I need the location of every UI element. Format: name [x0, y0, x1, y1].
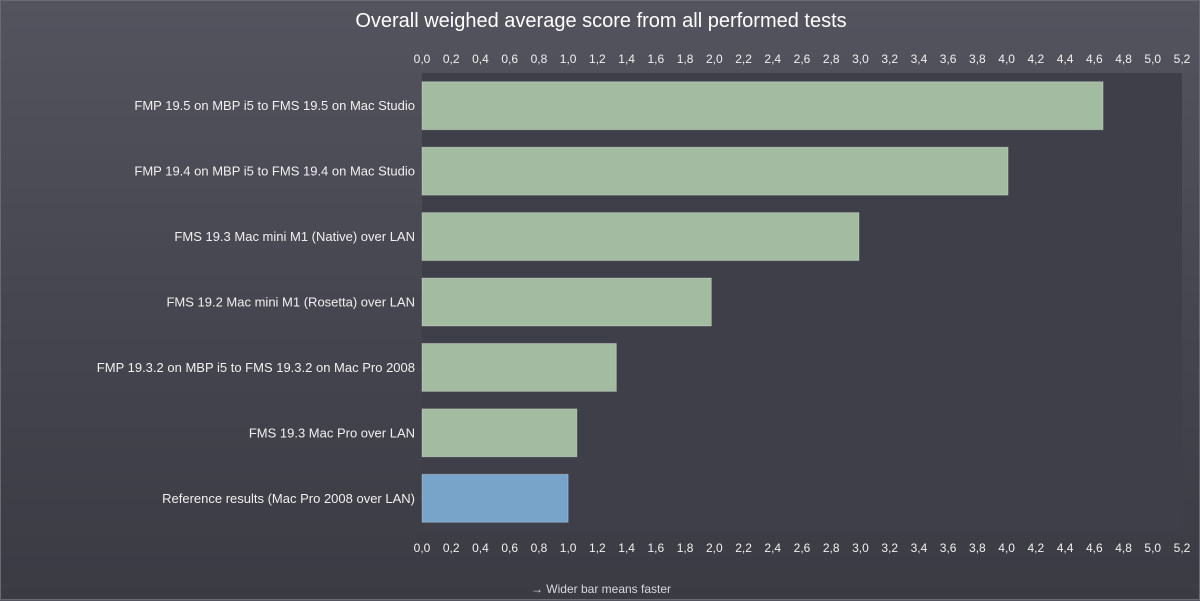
chart-footnote: → Wider bar means faster — [530, 582, 672, 596]
category-label: FMP 19.5 on MBP i5 to FMS 19.5 on Mac St… — [134, 98, 415, 113]
x-tick-label-bottom: 4,0 — [998, 541, 1015, 555]
x-tick-label-bottom: 2,0 — [706, 541, 723, 555]
x-tick-label-bottom: 4,8 — [1115, 541, 1132, 555]
bar — [421, 212, 860, 262]
x-tick-label-bottom: 1,8 — [677, 541, 694, 555]
bar — [421, 473, 569, 523]
x-tick-label-top: 0,2 — [443, 52, 460, 66]
bar — [421, 81, 1104, 131]
x-tick-label-top: 4,6 — [1086, 52, 1103, 66]
x-tick-label-bottom: 1,2 — [589, 541, 606, 555]
x-tick-label-bottom: 5,2 — [1174, 541, 1191, 555]
x-tick-label-bottom: 0,8 — [531, 541, 548, 555]
x-tick-label-top: 0,6 — [501, 52, 518, 66]
x-tick-label-top: 4,0 — [998, 52, 1015, 66]
x-tick-label-bottom: 2,6 — [794, 541, 811, 555]
x-tick-label-top: 2,8 — [823, 52, 840, 66]
x-tick-label-top: 2,6 — [794, 52, 811, 66]
x-tick-label-top: 3,2 — [881, 52, 898, 66]
x-tick-label-top: 2,4 — [764, 52, 781, 66]
x-tick-label-bottom: 2,2 — [735, 541, 752, 555]
x-tick-label-top: 1,0 — [560, 52, 577, 66]
x-tick-label-top: 0,0 — [414, 52, 431, 66]
x-tick-label-bottom: 1,0 — [560, 541, 577, 555]
chart-title: Overall weighed average score from all p… — [355, 10, 847, 32]
x-tick-label-top: 1,4 — [618, 52, 635, 66]
bar — [421, 408, 578, 458]
x-tick-label-bottom: 0,0 — [414, 541, 431, 555]
x-tick-label-bottom: 5,0 — [1144, 541, 1161, 555]
x-tick-label-top: 0,8 — [531, 52, 548, 66]
x-tick-label-top: 5,0 — [1144, 52, 1161, 66]
x-tick-label-top: 4,8 — [1115, 52, 1132, 66]
x-tick-label-top: 1,8 — [677, 52, 694, 66]
x-tick-label-top: 0,4 — [472, 52, 489, 66]
x-tick-label-bottom: 3,2 — [881, 541, 898, 555]
x-tick-label-top: 5,2 — [1174, 52, 1191, 66]
x-tick-label-bottom: 0,6 — [501, 541, 518, 555]
x-tick-label-bottom: 3,8 — [969, 541, 986, 555]
x-tick-label-top: 3,6 — [940, 52, 957, 66]
x-tick-label-bottom: 4,4 — [1057, 541, 1074, 555]
category-label: FMP 19.3.2 on MBP i5 to FMS 19.3.2 on Ma… — [97, 360, 415, 375]
x-tick-label-top: 2,2 — [735, 52, 752, 66]
x-tick-label-bottom: 2,8 — [823, 541, 840, 555]
category-label: FMS 19.2 Mac mini M1 (Rosetta) over LAN — [166, 295, 415, 310]
x-tick-label-bottom: 3,0 — [852, 541, 869, 555]
x-tick-label-top: 4,2 — [1028, 52, 1045, 66]
category-label: Reference results (Mac Pro 2008 over LAN… — [162, 491, 415, 506]
x-tick-label-bottom: 3,4 — [911, 541, 928, 555]
x-tick-label-bottom: 4,6 — [1086, 541, 1103, 555]
bar — [421, 146, 1009, 196]
x-tick-label-top: 3,8 — [969, 52, 986, 66]
x-tick-label-bottom: 2,4 — [764, 541, 781, 555]
x-tick-label-top: 3,0 — [852, 52, 869, 66]
x-tick-label-top: 3,4 — [911, 52, 928, 66]
category-label: FMS 19.3 Mac mini M1 (Native) over LAN — [174, 229, 415, 244]
x-tick-label-bottom: 0,4 — [472, 541, 489, 555]
x-tick-label-top: 2,0 — [706, 52, 723, 66]
x-tick-label-top: 1,6 — [648, 52, 665, 66]
x-tick-label-bottom: 3,6 — [940, 541, 957, 555]
bar — [421, 277, 712, 327]
x-tick-label-bottom: 1,4 — [618, 541, 635, 555]
x-tick-label-bottom: 4,2 — [1028, 541, 1045, 555]
x-tick-label-bottom: 0,2 — [443, 541, 460, 555]
x-tick-label-top: 4,4 — [1057, 52, 1074, 66]
bar — [421, 342, 617, 392]
x-tick-label-bottom: 1,6 — [648, 541, 665, 555]
category-label: FMP 19.4 on MBP i5 to FMS 19.4 on Mac St… — [134, 164, 415, 179]
x-tick-label-top: 1,2 — [589, 52, 606, 66]
category-label: FMS 19.3 Mac Pro over LAN — [249, 425, 415, 440]
